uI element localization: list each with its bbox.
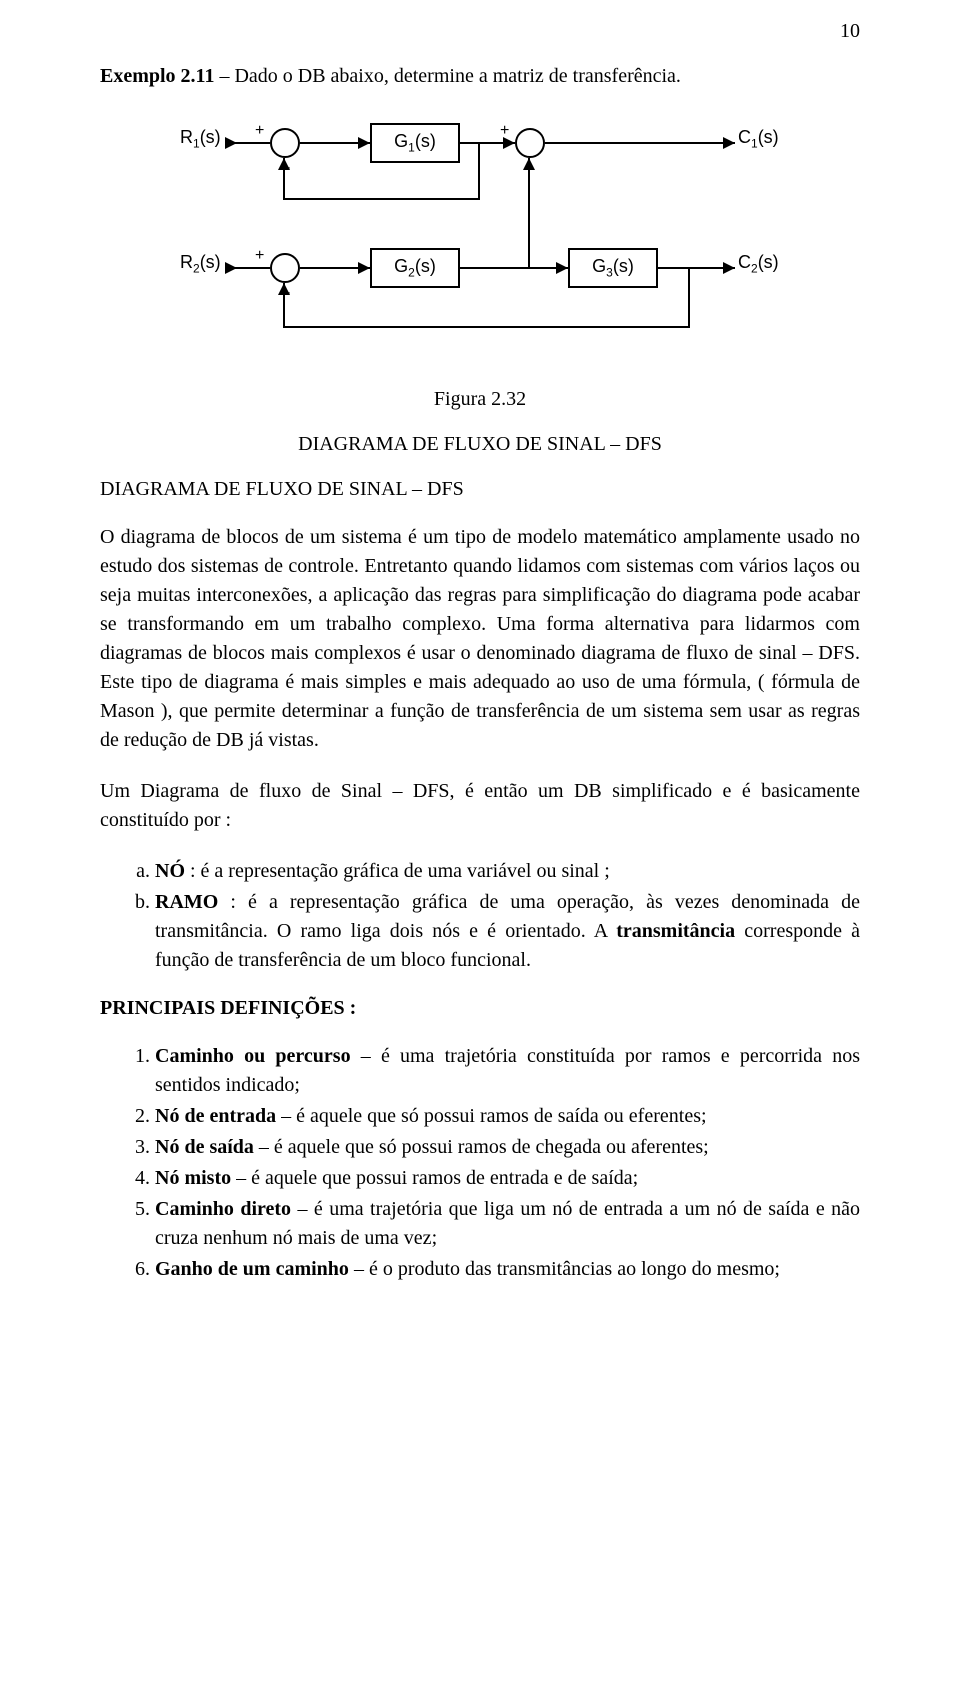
arrow-icon xyxy=(278,283,290,295)
definition-text: – é aquele que possui ramos de entrada e… xyxy=(231,1167,638,1189)
arrow-icon xyxy=(523,158,535,170)
definition-text: – é o produto das transmitâncias ao long… xyxy=(349,1258,780,1280)
term: Nó de saída xyxy=(155,1136,254,1158)
principais-title: PRINCIPAIS DEFINIÇÕES : xyxy=(100,997,860,1020)
arrow-icon xyxy=(723,262,735,274)
summing-junction-c1 xyxy=(515,128,545,158)
input-r1-label: R1(s) xyxy=(180,128,221,150)
summing-junction-2 xyxy=(270,253,300,283)
list-item: Ganho de um caminho – é o produto das tr… xyxy=(155,1255,860,1284)
input-r2-label: R2(s) xyxy=(180,253,221,275)
line xyxy=(460,267,568,269)
example-heading: Exemplo 2.11 – Dado o DB abaixo, determi… xyxy=(100,65,860,88)
arrow-icon xyxy=(723,137,735,149)
section-title-left: DIAGRAMA DE FLUXO DE SINAL – DFS xyxy=(100,478,860,501)
plus-sign: + xyxy=(500,123,509,139)
term: RAMO xyxy=(155,891,218,913)
page: 10 Exemplo 2.11 – Dado o DB abaixo, dete… xyxy=(0,0,960,1346)
line xyxy=(225,142,270,144)
output-c2-label: C2(s) xyxy=(738,253,779,275)
line xyxy=(545,142,735,144)
line xyxy=(478,142,480,200)
list-item: Nó de entrada – é aquele que só possui r… xyxy=(155,1102,860,1131)
definition-text: – é aquele que só possui ramos de saída … xyxy=(276,1105,706,1127)
paragraph-1: O diagrama de blocos de um sistema é um … xyxy=(100,523,860,755)
block-g3: G3(s) xyxy=(568,248,658,288)
arrow-icon xyxy=(358,137,370,149)
plus-sign: + xyxy=(255,123,264,139)
section-title-centered: DIAGRAMA DE FLUXO DE SINAL – DFS xyxy=(100,433,860,456)
summing-junction-1 xyxy=(270,128,300,158)
definition-text: – é aquele que só possui ramos de chegad… xyxy=(254,1136,709,1158)
term: Nó de entrada xyxy=(155,1105,276,1127)
example-label: Exemplo 2.11 xyxy=(100,65,214,87)
line xyxy=(225,267,270,269)
term: NÓ xyxy=(155,860,185,882)
definitions-list: NÓ : é a representação gráfica de uma va… xyxy=(100,857,860,975)
list-item: Nó de saída – é aquele que só possui ram… xyxy=(155,1133,860,1162)
definition-text: : é a representação gráfica de uma variá… xyxy=(185,860,610,882)
example-text: – Dado o DB abaixo, determine a matriz d… xyxy=(214,65,680,87)
arrow-icon xyxy=(278,158,290,170)
term: Caminho ou percurso xyxy=(155,1045,351,1067)
output-c1-label: C1(s) xyxy=(738,128,779,150)
term: transmitância xyxy=(616,920,735,942)
block-g2: G2(s) xyxy=(370,248,460,288)
list-item: Nó misto – é aquele que possui ramos de … xyxy=(155,1164,860,1193)
page-number: 10 xyxy=(840,20,860,43)
term: Caminho direto xyxy=(155,1198,291,1220)
list-item: NÓ : é a representação gráfica de uma va… xyxy=(155,857,860,886)
line xyxy=(688,267,690,328)
term: Ganho de um caminho xyxy=(155,1258,349,1280)
plus-sign: + xyxy=(255,248,264,264)
block-g1: G1(s) xyxy=(370,123,460,163)
line xyxy=(283,198,480,200)
list-item: RAMO : é a representação gráfica de uma … xyxy=(155,888,860,975)
paragraph-2: Um Diagrama de fluxo de Sinal – DFS, é e… xyxy=(100,777,860,835)
arrow-icon xyxy=(358,262,370,274)
list-item: Caminho direto – é uma trajetória que li… xyxy=(155,1195,860,1253)
block-diagram: R1(s) + - G1(s) + C1(s) R2(s) xyxy=(180,118,780,368)
list-item: Caminho ou percurso – é uma trajetória c… xyxy=(155,1042,860,1100)
figure-caption: Figura 2.32 xyxy=(100,388,860,411)
line xyxy=(528,158,530,269)
term: Nó misto xyxy=(155,1167,231,1189)
principal-definitions-list: Caminho ou percurso – é uma trajetória c… xyxy=(100,1042,860,1284)
line xyxy=(283,326,690,328)
arrow-icon xyxy=(556,262,568,274)
